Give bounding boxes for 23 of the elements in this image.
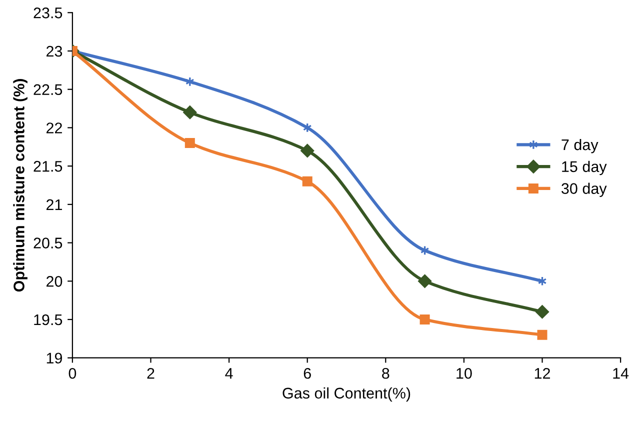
legend-label: 30 day: [562, 182, 607, 197]
x-tick-label: 12: [534, 368, 550, 379]
y-tick-label: 23.5: [34, 8, 62, 18]
y-tick-label: 21.5: [34, 160, 62, 172]
y-tick-label: 22: [46, 122, 62, 134]
x-tick-label: 10: [456, 368, 472, 379]
x-tick-label: 8: [382, 368, 390, 379]
y-axis-title: Optimum misture content (%): [13, 79, 28, 292]
x-axis-title: Gas oil Content(%): [282, 387, 410, 402]
x-tick-label: 4: [225, 368, 233, 379]
y-tick-label: 21: [46, 199, 62, 210]
x-tick-label: 14: [613, 368, 629, 379]
x-tick-label: 2: [147, 368, 154, 379]
y-tick-label: 22.5: [34, 84, 62, 96]
x-tick-label: 6: [304, 368, 311, 379]
legend-label: 7 day: [562, 138, 598, 154]
legend-label: 15 day: [562, 160, 607, 176]
y-tick-label: 23: [46, 46, 62, 57]
y-tick-label: 20: [46, 276, 62, 287]
y-tick-label: 19: [46, 352, 62, 364]
y-tick-label: 19.5: [34, 314, 62, 326]
x-tick-label: 0: [68, 368, 76, 379]
y-tick-label: 20.5: [34, 238, 62, 248]
